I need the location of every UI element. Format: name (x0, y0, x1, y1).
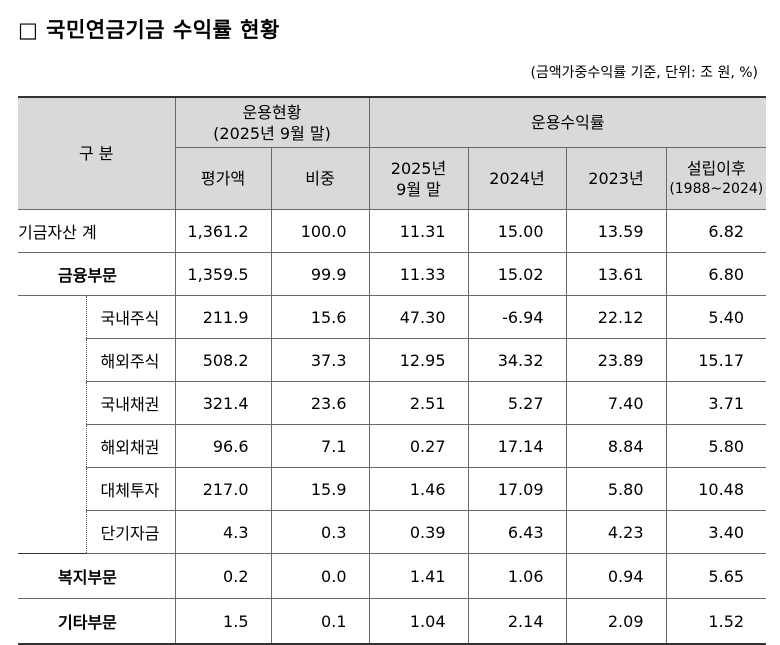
cell-since: 5.65 (665, 553, 767, 599)
header-col-since-line2: (1988~2024) (669, 180, 764, 197)
header-col-2024: 2024년 (467, 147, 567, 210)
cell-share: 7.1 (270, 424, 370, 468)
cell-2023: 5.80 (565, 467, 667, 511)
header-col-value: 평가액 (174, 147, 272, 210)
cell-2025: 47.30 (368, 295, 469, 339)
table-row: 기금자산 계 1,361.2 100.0 11.31 15.00 13.59 6… (18, 209, 767, 253)
cell-2025: 1.46 (368, 467, 469, 511)
table-row: 국내채권 321.4 23.6 2.51 5.27 7.40 3.71 (18, 381, 767, 425)
cell-share: 37.3 (270, 338, 370, 382)
cell-since: 1.52 (665, 598, 767, 645)
cell-value: 1.5 (174, 598, 272, 645)
cell-share: 0.1 (270, 598, 370, 645)
cell-since: 3.40 (665, 510, 767, 554)
cell-2025: 12.95 (368, 338, 469, 382)
table-row: 복지부문 0.2 0.0 1.41 1.06 0.94 5.65 (18, 553, 767, 599)
indent-spacer (18, 295, 86, 554)
cell-2023: 23.89 (565, 338, 667, 382)
cell-2023: 8.84 (565, 424, 667, 468)
table-row: 단기자금 4.3 0.3 0.39 6.43 4.23 3.40 (18, 510, 767, 554)
cell-2025: 2.51 (368, 381, 469, 425)
cell-since: 6.82 (665, 209, 767, 253)
cell-2025: 1.04 (368, 598, 469, 645)
cell-value: 321.4 (174, 381, 272, 425)
cell-share: 99.9 (270, 252, 370, 296)
table-row: 국내주식 211.9 15.6 47.30 -6.94 22.12 5.40 (18, 295, 767, 554)
table-row: 대체투자 217.0 15.9 1.46 17.09 5.80 10.48 (18, 467, 767, 511)
table-row: 금융부문 1,359.5 99.9 11.33 15.02 13.61 6.80 (18, 252, 767, 296)
table-row: 해외주식 508.2 37.3 12.95 34.32 23.89 15.17 (18, 338, 767, 382)
cell-2023: 22.12 (565, 295, 667, 339)
cell-since: 15.17 (665, 338, 767, 382)
row-label: 국내주식 (85, 295, 176, 339)
cell-2023: 7.40 (565, 381, 667, 425)
cell-2024: 17.09 (467, 467, 567, 511)
header-returns: 운용수익률 (368, 96, 767, 148)
table-row: 해외채권 96.6 7.1 0.27 17.14 8.84 5.80 (18, 424, 767, 468)
header-col-2025: 2025년 9월 말 (368, 147, 469, 210)
cell-since: 6.80 (665, 252, 767, 296)
header-col-since: 설립이후 (1988~2024) (665, 147, 767, 210)
cell-2023: 13.59 (565, 209, 667, 253)
cell-share: 0.3 (270, 510, 370, 554)
cell-since: 10.48 (665, 467, 767, 511)
table-row: 기타부문 1.5 0.1 1.04 2.14 2.09 1.52 (18, 598, 767, 645)
cell-2024: 1.06 (467, 553, 567, 599)
cell-2023: 4.23 (565, 510, 667, 554)
row-label: 단기자금 (85, 510, 176, 554)
row-label: 해외채권 (85, 424, 176, 468)
cell-share: 23.6 (270, 381, 370, 425)
header-holdings: 운용현황 (2025년 9월 말) (174, 96, 370, 148)
cell-2024: 15.02 (467, 252, 567, 296)
cell-2024: -6.94 (467, 295, 567, 339)
cell-2024: 17.14 (467, 424, 567, 468)
row-label: 기금자산 계 (18, 209, 176, 253)
cell-share: 0.0 (270, 553, 370, 599)
cell-2024: 5.27 (467, 381, 567, 425)
cell-share: 100.0 (270, 209, 370, 253)
header-col-2023: 2023년 (565, 147, 667, 210)
header-col-2025-line2: 9월 말 (396, 179, 441, 199)
cell-value: 211.9 (174, 295, 272, 339)
cell-2024: 15.00 (467, 209, 567, 253)
header-holdings-line2: (2025년 9월 말) (213, 123, 331, 143)
cell-2025: 0.39 (368, 510, 469, 554)
header-col-share: 비중 (270, 147, 370, 210)
cell-value: 217.0 (174, 467, 272, 511)
cell-since: 5.80 (665, 424, 767, 468)
cell-2023: 2.09 (565, 598, 667, 645)
cell-2025: 11.33 (368, 252, 469, 296)
unit-note: (금액가중수익률 기준, 단위: 조 원, %) (530, 65, 758, 81)
cell-value: 0.2 (174, 553, 272, 599)
cell-2025: 11.31 (368, 209, 469, 253)
cell-value: 1,361.2 (174, 209, 272, 253)
cell-2024: 6.43 (467, 510, 567, 554)
cell-2023: 13.61 (565, 252, 667, 296)
cell-share: 15.9 (270, 467, 370, 511)
row-label: 복지부문 (18, 553, 176, 599)
cell-2024: 34.32 (467, 338, 567, 382)
row-label: 국내채권 (85, 381, 176, 425)
page-title: □ 국민연금기금 수익률 현황 (18, 18, 280, 42)
cell-value: 508.2 (174, 338, 272, 382)
cell-value: 96.6 (174, 424, 272, 468)
cell-value: 4.3 (174, 510, 272, 554)
row-label: 대체투자 (85, 467, 176, 511)
header-gubun: 구 분 (18, 96, 176, 210)
row-label: 해외주식 (85, 338, 176, 382)
cell-since: 5.40 (665, 295, 767, 339)
header-col-2025-line1: 2025년 (390, 158, 447, 178)
row-label: 기타부문 (18, 598, 176, 645)
cell-2025: 0.27 (368, 424, 469, 468)
cell-2024: 2.14 (467, 598, 567, 645)
header-holdings-line1: 운용현황 (242, 102, 302, 122)
returns-table: 구 분 운용현황 (2025년 9월 말) 운용수익률 평가액 비중 2025년… (18, 96, 767, 645)
cell-2025: 1.41 (368, 553, 469, 599)
cell-value: 1,359.5 (174, 252, 272, 296)
header-col-since-line1: 설립이후 (686, 158, 746, 178)
cell-share: 15.6 (270, 295, 370, 339)
row-label: 금융부문 (18, 252, 176, 296)
cell-since: 3.71 (665, 381, 767, 425)
cell-2023: 0.94 (565, 553, 667, 599)
